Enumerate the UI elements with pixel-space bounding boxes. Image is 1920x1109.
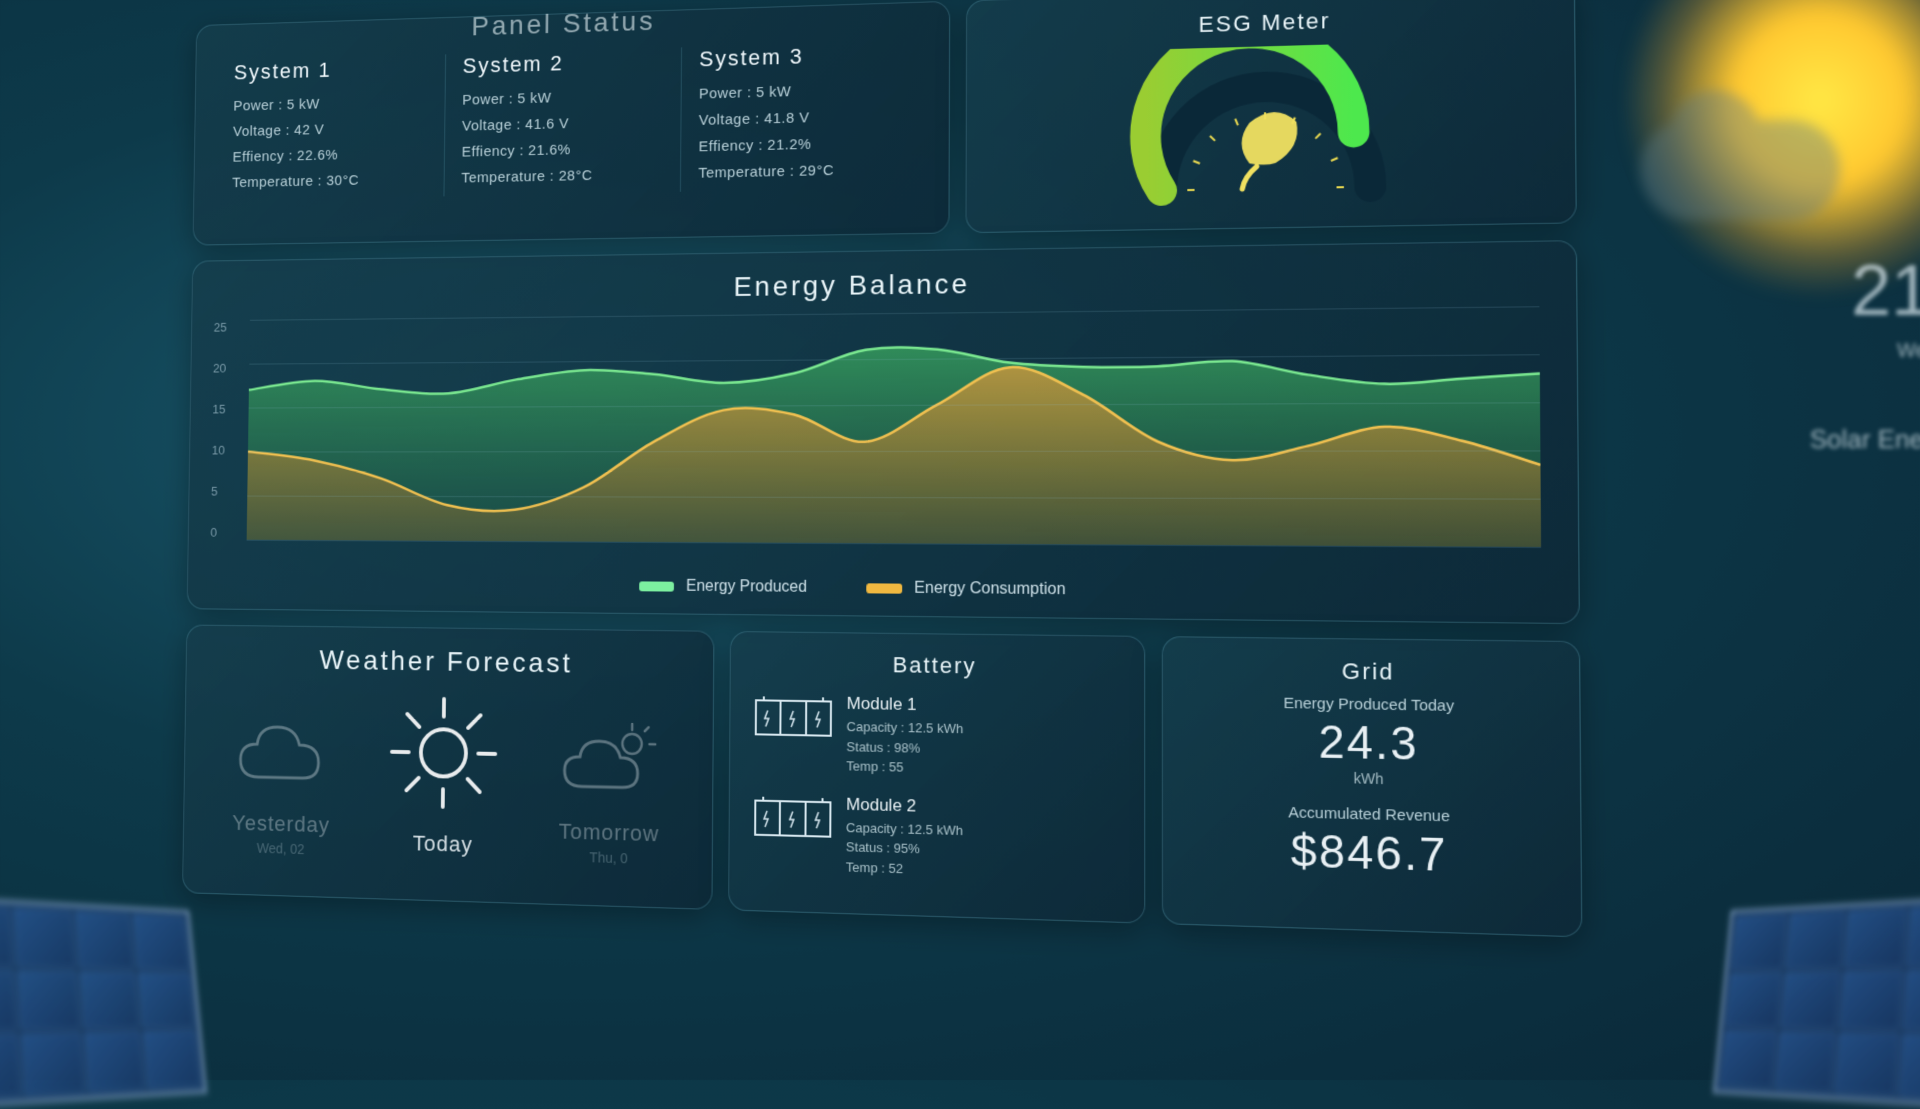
sun-icon — [382, 688, 506, 823]
energy-balance-title: Energy Balance — [214, 260, 1550, 309]
weather-day-label: Today — [382, 830, 505, 859]
system-temperature: Temperature : 28°C — [461, 166, 663, 187]
esg-gauge — [1120, 42, 1412, 211]
system-efficiency: Effiency : 21.6% — [462, 139, 663, 160]
battery-icon — [754, 692, 833, 744]
weather-day: Tomorrow Thu, 0 — [556, 715, 663, 868]
system-power: Power : 5 kW — [233, 93, 428, 114]
legend-consumption-label: Energy Consumption — [914, 580, 1065, 600]
dashboard-root: Panel Status System 1 Power : 5 kW Volta… — [182, 0, 1583, 955]
system-efficiency: Effiency : 21.2% — [699, 134, 907, 155]
battery-card: Battery Module 1 Capacity : 12.5 kWh Sta… — [728, 631, 1145, 924]
system-name: System 3 — [699, 41, 907, 72]
system-voltage: Voltage : 42 V — [233, 119, 428, 140]
system-column: System 1 Power : 5 kW Voltage : 42 V Eff… — [216, 54, 446, 200]
system-column: System 2 Power : 5 kW Voltage : 41.6 V E… — [444, 47, 682, 196]
solar-panel-right-decoration — [1713, 896, 1920, 1109]
system-name: System 2 — [463, 48, 664, 79]
cloud-icon — [231, 709, 333, 803]
grid-title: Grid — [1188, 656, 1553, 688]
module-status: Status : 95% — [846, 837, 963, 860]
battery-module: Module 1 Capacity : 12.5 kWh Status : 98… — [753, 692, 1119, 782]
side-cond: Sun — [1810, 371, 1920, 394]
weather-forecast-card: Weather Forecast Yesterday Wed, 02 Today… — [182, 625, 714, 910]
y-tick: 25 — [214, 320, 227, 334]
system-name: System 1 — [234, 55, 429, 85]
battery-title: Battery — [754, 650, 1119, 681]
battery-module: Module 2 Capacity : 12.5 kWh Status : 95… — [753, 792, 1120, 885]
grid-card: Grid Energy Produced Today 24.3 kWh Accu… — [1162, 636, 1582, 937]
weather-day: Yesterday Wed, 02 — [230, 709, 333, 858]
system-temperature: Temperature : 29°C — [698, 161, 907, 182]
weather-day-label: Tomorrow — [556, 819, 662, 848]
module-name: Module 1 — [847, 694, 964, 716]
y-tick: 15 — [212, 402, 225, 416]
system-power: Power : 5 kW — [462, 87, 663, 109]
system-column: System 3 Power : 5 kW Voltage : 41.8 V E… — [681, 40, 925, 192]
esg-meter-card: ESG Meter — [965, 0, 1576, 233]
y-tick: 10 — [212, 443, 225, 457]
system-power: Power : 5 kW — [699, 80, 907, 102]
module-name: Module 2 — [846, 794, 963, 817]
weather-day: Today — [382, 688, 506, 863]
legend-consumption: Energy Consumption — [866, 579, 1065, 599]
module-temp: Temp : 55 — [846, 756, 963, 778]
y-tick: 20 — [213, 361, 226, 375]
y-tick: 5 — [211, 484, 224, 498]
side-temp: 21° — [1810, 250, 1920, 332]
system-voltage: Voltage : 41.6 V — [462, 113, 663, 134]
energy-balance-card: Energy Balance 25 20 15 10 5 0 Energy Produce… — [187, 240, 1580, 624]
cloud-bg-decoration — [1640, 120, 1840, 220]
system-voltage: Voltage : 41.8 V — [699, 107, 907, 129]
legend-produced: Energy Produced — [640, 577, 807, 596]
swatch-produced — [640, 581, 675, 591]
swatch-consumption — [866, 583, 902, 593]
side-weather-widget: 21° Wed, 0 Sun Solar Energy — [1810, 250, 1920, 455]
grid-produced-label: Energy Produced Today — [1188, 693, 1553, 717]
grid-revenue-value: $846.7 — [1188, 823, 1554, 885]
cloud-sun-icon — [556, 715, 663, 812]
weather-day-sub — [382, 859, 504, 863]
weather-day-sub: Wed, 02 — [230, 839, 331, 857]
esg-title: ESG Meter — [1199, 8, 1331, 38]
solar-panel-left-decoration — [0, 896, 207, 1109]
legend-produced-label: Energy Produced — [686, 578, 807, 597]
module-capacity: Capacity : 12.5 kWh — [847, 717, 964, 739]
energy-balance-chart: 25 20 15 10 5 0 — [210, 306, 1552, 578]
system-temperature: Temperature : 30°C — [232, 171, 427, 191]
weather-day-label: Yesterday — [230, 810, 331, 838]
side-date: Wed, 0 — [1810, 340, 1920, 363]
panel-status-card: Panel Status System 1 Power : 5 kW Volta… — [193, 1, 951, 246]
battery-icon — [753, 792, 832, 844]
weather-day-sub: Thu, 0 — [556, 848, 662, 867]
side-solar-label: Solar Energy — [1810, 424, 1920, 455]
module-temp: Temp : 52 — [846, 857, 963, 880]
weather-title: Weather Forecast — [208, 643, 690, 681]
system-efficiency: Effiency : 22.6% — [232, 145, 427, 166]
y-tick: 0 — [210, 525, 223, 539]
grid-produced-value: 24.3 — [1188, 715, 1554, 774]
module-status: Status : 98% — [846, 737, 963, 759]
